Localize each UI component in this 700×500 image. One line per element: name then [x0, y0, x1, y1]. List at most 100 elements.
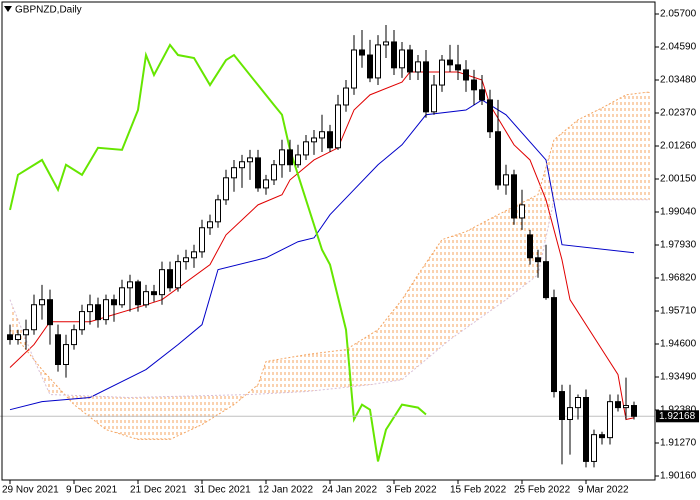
candle-body-up	[159, 269, 165, 296]
candle-body-up	[319, 131, 325, 139]
candle-body-up	[103, 299, 109, 321]
x-tick-label: 31 Dec 2021	[194, 485, 251, 496]
candle-body-up	[375, 44, 381, 79]
candle-body-up	[191, 251, 197, 259]
candle-body-up	[207, 221, 213, 229]
candle-body-up	[31, 304, 37, 331]
candle-body-down	[55, 334, 61, 366]
candle-body-down	[463, 69, 469, 81]
x-tick-label: 29 Nov 2021	[2, 485, 59, 496]
candle-body-up	[223, 177, 229, 201]
candle-body-up	[127, 281, 133, 289]
y-tick-label: 2.03480	[660, 75, 697, 86]
candle-body-up	[591, 434, 597, 462]
candle-body-up	[303, 141, 309, 156]
candle-body-down	[479, 89, 485, 101]
current-price-box	[656, 410, 699, 423]
candle-body-up	[175, 261, 181, 289]
candle-body-up	[607, 401, 613, 439]
candle-body-down	[407, 49, 413, 73]
candle-body-up	[231, 167, 237, 179]
candle-body-up	[311, 137, 317, 143]
y-tick-label: 1.90160	[660, 471, 697, 482]
y-tick-label: 2.02370	[660, 108, 697, 119]
candle-body-up	[575, 397, 581, 409]
candle-body-down	[47, 299, 53, 326]
candle-body-up	[279, 149, 285, 166]
candle-body-up	[247, 157, 253, 163]
indicator-line	[9, 71, 635, 421]
candle-body-down	[327, 131, 333, 149]
candle-body-up	[215, 199, 221, 223]
candle-body-down	[423, 61, 429, 113]
candle-body-down	[551, 297, 557, 393]
y-tick-label: 1.91270	[660, 438, 697, 449]
x-tick-label: 21 Dec 2021	[130, 485, 187, 496]
candle-body-down	[495, 131, 501, 186]
candle-body-up	[15, 334, 21, 341]
candle-body-up	[415, 61, 421, 73]
y-tick-label: 1.97930	[660, 240, 697, 251]
candle-body-down	[151, 291, 157, 296]
candle-body-down	[631, 405, 637, 417]
candle-body-up	[239, 161, 245, 169]
candle-body-down	[487, 99, 493, 133]
x-tick-label: 9 Mar 2022	[578, 485, 629, 496]
candle-body-up	[71, 329, 77, 346]
candle-body-up	[383, 41, 389, 46]
candle-body-down	[583, 397, 589, 462]
x-tick-label: 15 Feb 2022	[450, 485, 507, 496]
candle-body-up	[271, 164, 277, 181]
candle-body-up	[183, 257, 189, 263]
candle-body-up	[351, 49, 357, 89]
candle-body-down	[255, 157, 261, 189]
y-tick-label: 1.93490	[660, 372, 697, 383]
candle-body-down	[359, 49, 365, 56]
candle-body-down	[447, 59, 453, 66]
candle-body-up	[519, 204, 525, 219]
y-tick-label: 2.05700	[660, 9, 697, 20]
plot-area	[0, 25, 655, 468]
candle-body-up	[335, 104, 341, 149]
candle-body-up	[143, 291, 149, 306]
candle-body-down	[287, 149, 293, 166]
candle-body-up	[431, 84, 437, 113]
candle-body-down	[471, 79, 477, 91]
chart-title: GBPNZD,Daily	[15, 5, 82, 16]
candle-body-down	[391, 41, 397, 69]
candle-body-up	[199, 227, 205, 253]
candle-body-up	[39, 299, 45, 306]
y-tick-label: 1.92380	[660, 405, 697, 416]
plot-frame	[1, 1, 656, 481]
candle-body-down	[7, 334, 13, 341]
candle-body-down	[535, 257, 541, 263]
y-tick-label: 1.99040	[660, 207, 697, 218]
candle-body-down	[543, 261, 549, 299]
x-tick-label: 9 Dec 2021	[66, 485, 118, 496]
x-tick-label: 25 Feb 2022	[514, 485, 571, 496]
menu-triangle[interactable]	[4, 6, 12, 12]
candle-body-up	[79, 311, 85, 331]
candle-body-up	[119, 287, 125, 306]
candle-body-up	[87, 304, 93, 313]
candle-body-down	[615, 401, 621, 409]
y-tick-label: 2.00150	[660, 174, 697, 185]
y-tick-label: 1.94600	[660, 339, 697, 350]
candle-body-up	[439, 59, 445, 86]
candle-body-down	[111, 299, 117, 306]
cloud-hatch	[10, 91, 650, 440]
x-tick-label: 24 Jan 2022	[322, 485, 377, 496]
candle-body-up	[63, 344, 69, 366]
candle-body-up	[23, 329, 29, 336]
candle-body-down	[455, 64, 461, 71]
candle-body-down	[527, 234, 533, 259]
candle-body-up	[399, 49, 405, 69]
x-tick-label: 12 Jan 2022	[258, 485, 313, 496]
candle-body-down	[599, 434, 605, 439]
candle-body-up	[343, 87, 349, 106]
candle-body-up	[263, 179, 269, 189]
candle-body-up	[623, 405, 629, 409]
candle-body-down	[559, 391, 565, 421]
